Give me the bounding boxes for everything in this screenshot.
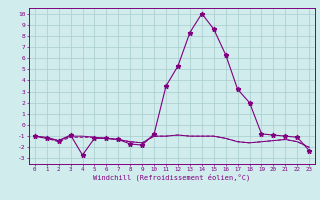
X-axis label: Windchill (Refroidissement éolien,°C): Windchill (Refroidissement éolien,°C) [93,174,251,181]
